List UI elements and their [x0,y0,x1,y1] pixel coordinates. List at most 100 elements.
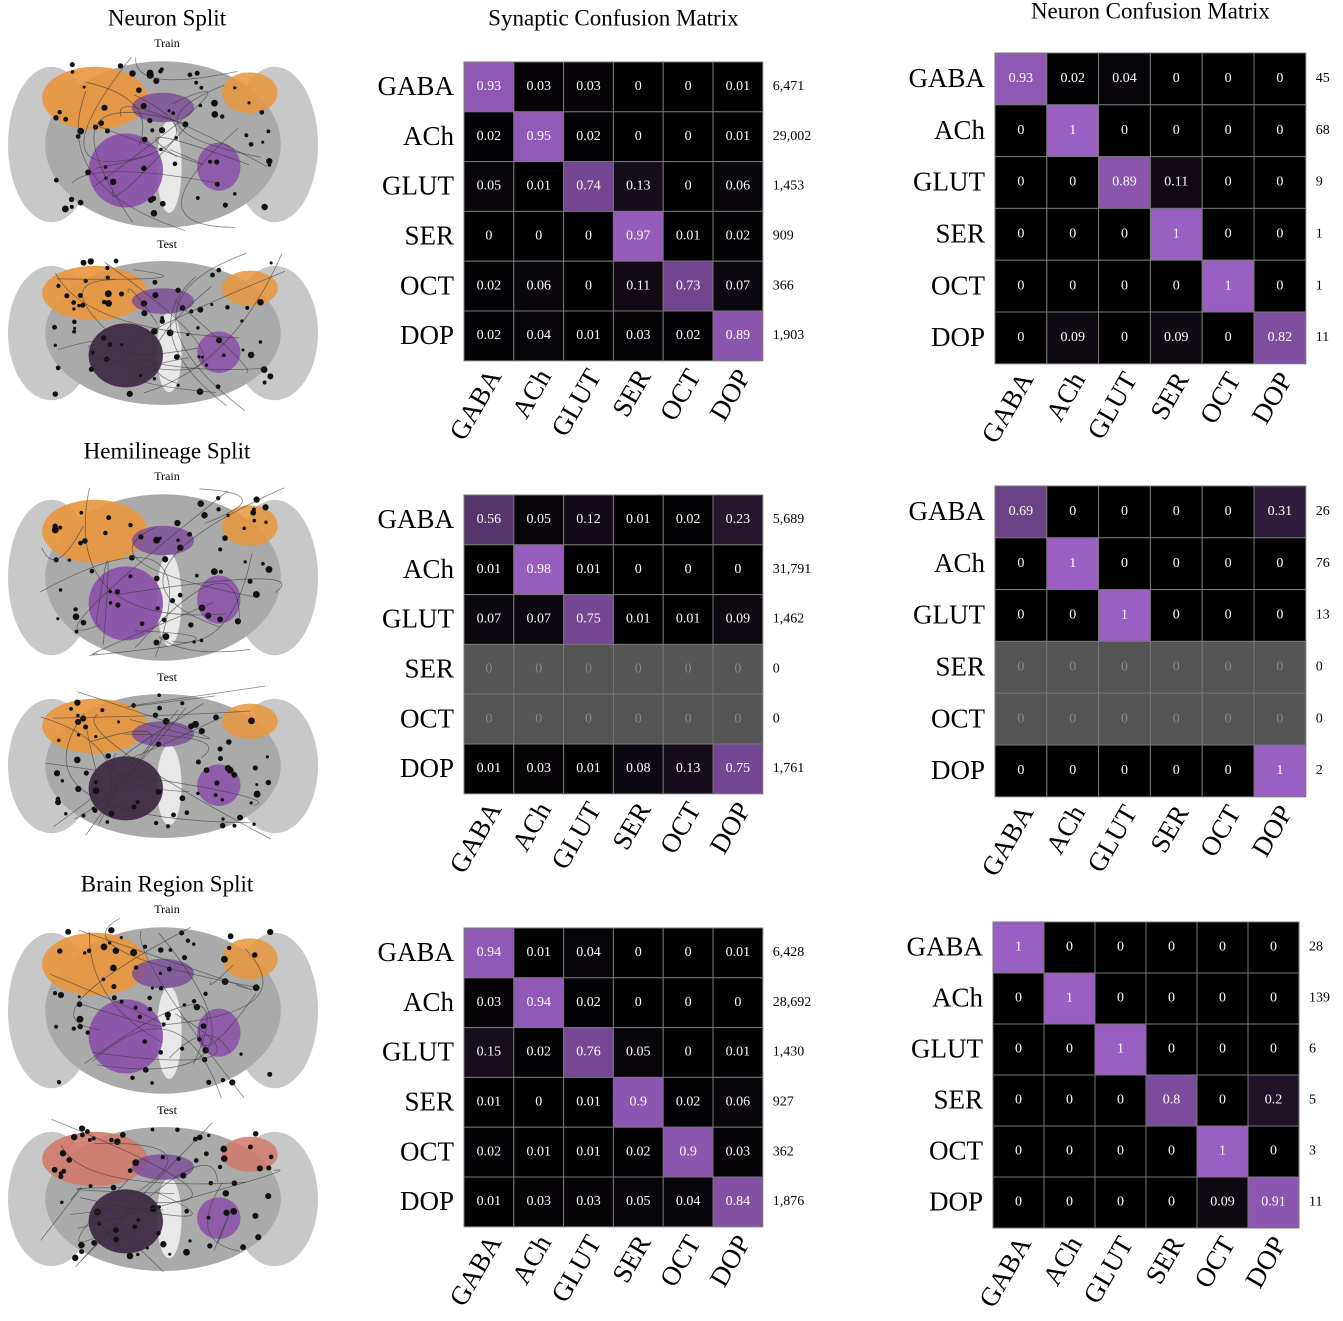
soma [108,601,113,605]
cell [563,643,614,695]
cell-label: 0.02 [726,229,751,244]
cell-label: 0.09 [1210,1195,1235,1210]
soma [152,377,157,381]
soma [133,1005,138,1010]
soma [214,159,220,165]
soma [89,568,95,574]
cell [1046,692,1100,746]
cell [563,494,614,546]
soma [64,293,70,299]
cell-label: 1 [1219,1144,1226,1159]
soma [202,1046,209,1054]
soma [171,111,176,116]
cell-label: 0 [1066,1093,1073,1108]
soma [88,366,95,372]
cell [1046,207,1100,261]
cell-label: 0 [685,129,692,144]
cell [1201,207,1255,261]
cell-label: 0.13 [626,179,651,194]
soma [223,1209,230,1216]
x-tick-label: OCT [654,1229,707,1291]
soma [192,720,200,728]
soma [158,127,166,134]
soma [208,1180,214,1186]
cell-label: 0.94 [477,945,502,960]
soma [158,69,163,74]
x-tick-label: OCT [654,363,707,425]
neurite [104,917,255,988]
soma [80,715,87,722]
soma [126,390,133,398]
cell-label: 0.02 [477,328,502,343]
soma [51,526,59,534]
soma [111,984,117,990]
cell-label: 0 [485,662,492,677]
soma [161,1022,166,1027]
cell [513,1126,565,1178]
cell [1253,52,1307,106]
soma [252,1131,259,1137]
image-label: Train [154,36,180,50]
cell [463,1126,515,1178]
soma [101,104,108,111]
cell-label: 0 [685,79,692,94]
cell [1201,744,1255,798]
soma [145,1246,149,1250]
soma [85,1030,90,1035]
cell-label: 0 [585,229,592,244]
soma [164,1011,171,1018]
soma [250,509,257,516]
soma [167,109,171,113]
neurite [134,583,241,649]
soma [153,536,160,544]
cell [463,693,515,745]
cell [612,743,664,795]
soma [194,70,200,76]
cell [1043,1125,1096,1178]
soma [153,77,160,85]
soma [128,574,133,579]
y-tick-label: DOP [400,320,454,350]
soma [72,329,77,334]
soma [158,536,162,540]
cell-label: 0 [1219,940,1226,955]
soma [268,1154,274,1160]
neuron-cloud [197,331,241,373]
cell [463,161,515,212]
image-label: Test [157,670,177,684]
cell [712,594,764,645]
cell [1253,640,1307,694]
row-total: 28 [1309,940,1323,955]
soma [264,520,268,524]
cell [612,161,664,212]
x-tick-label: OCT [1194,799,1247,861]
x-tick-label: ACh [506,1229,558,1289]
soma [94,735,98,739]
soma [193,1158,199,1163]
cell [662,494,714,546]
soma [210,568,218,576]
soma [210,302,214,307]
cell [1046,640,1100,694]
y-tick-label: SER [935,219,985,249]
neurite [40,557,170,657]
cell [563,743,614,795]
soma [112,947,120,954]
cell-label: 0 [1168,991,1175,1006]
y-tick-label: DOP [931,322,985,352]
row-total: 1 [1316,227,1323,242]
soma [71,1026,76,1031]
cell-label: 0 [1117,940,1124,955]
y-tick-label: SER [935,652,985,682]
neurite [95,560,109,645]
soma [107,342,113,348]
neurite [69,1207,164,1215]
neuron-cloud [221,1136,278,1172]
cell-label: 0.11 [1164,175,1188,190]
cell-label: 0.8 [1163,1093,1181,1108]
soma [232,192,237,196]
neurite [158,636,250,653]
cell-label: 0 [1017,123,1024,138]
soma [77,127,85,135]
cell [1149,692,1203,746]
